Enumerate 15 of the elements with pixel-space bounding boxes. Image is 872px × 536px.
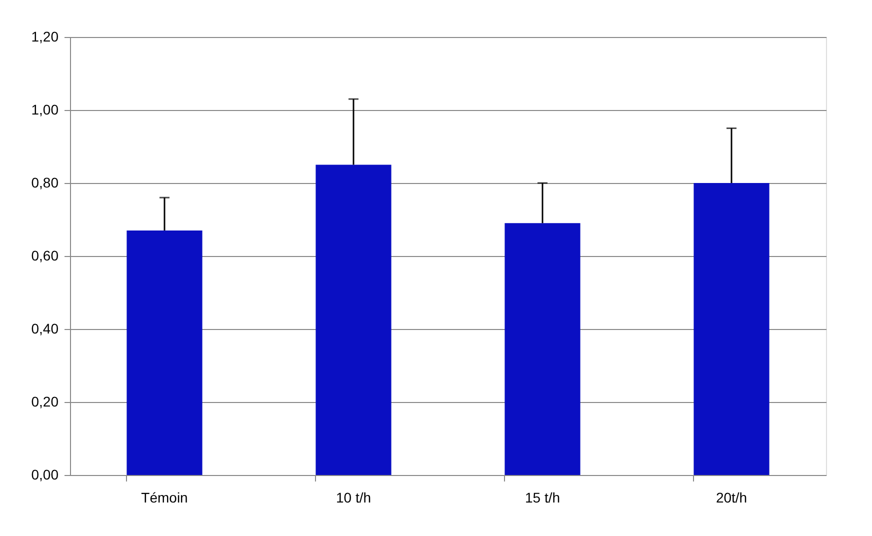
y-tick-label: 0,20	[31, 394, 59, 410]
y-tick-label: 1,20	[31, 28, 59, 44]
bar	[126, 230, 202, 475]
x-tick-label: 10 t/h	[336, 490, 372, 506]
x-tick-label: Témoin	[141, 490, 188, 506]
bar	[504, 223, 580, 475]
bar	[316, 164, 392, 475]
y-tick-label: 0,60	[31, 248, 59, 264]
y-tick-label: 0,80	[31, 174, 59, 190]
y-tick-label: 0,00	[31, 466, 59, 482]
y-tick-label: 0,40	[31, 320, 59, 336]
x-tick-label: 20t/h	[716, 490, 748, 506]
bar	[694, 183, 770, 475]
x-tick-label: 15 t/h	[524, 490, 560, 506]
y-tick-label: 1,00	[31, 102, 59, 118]
